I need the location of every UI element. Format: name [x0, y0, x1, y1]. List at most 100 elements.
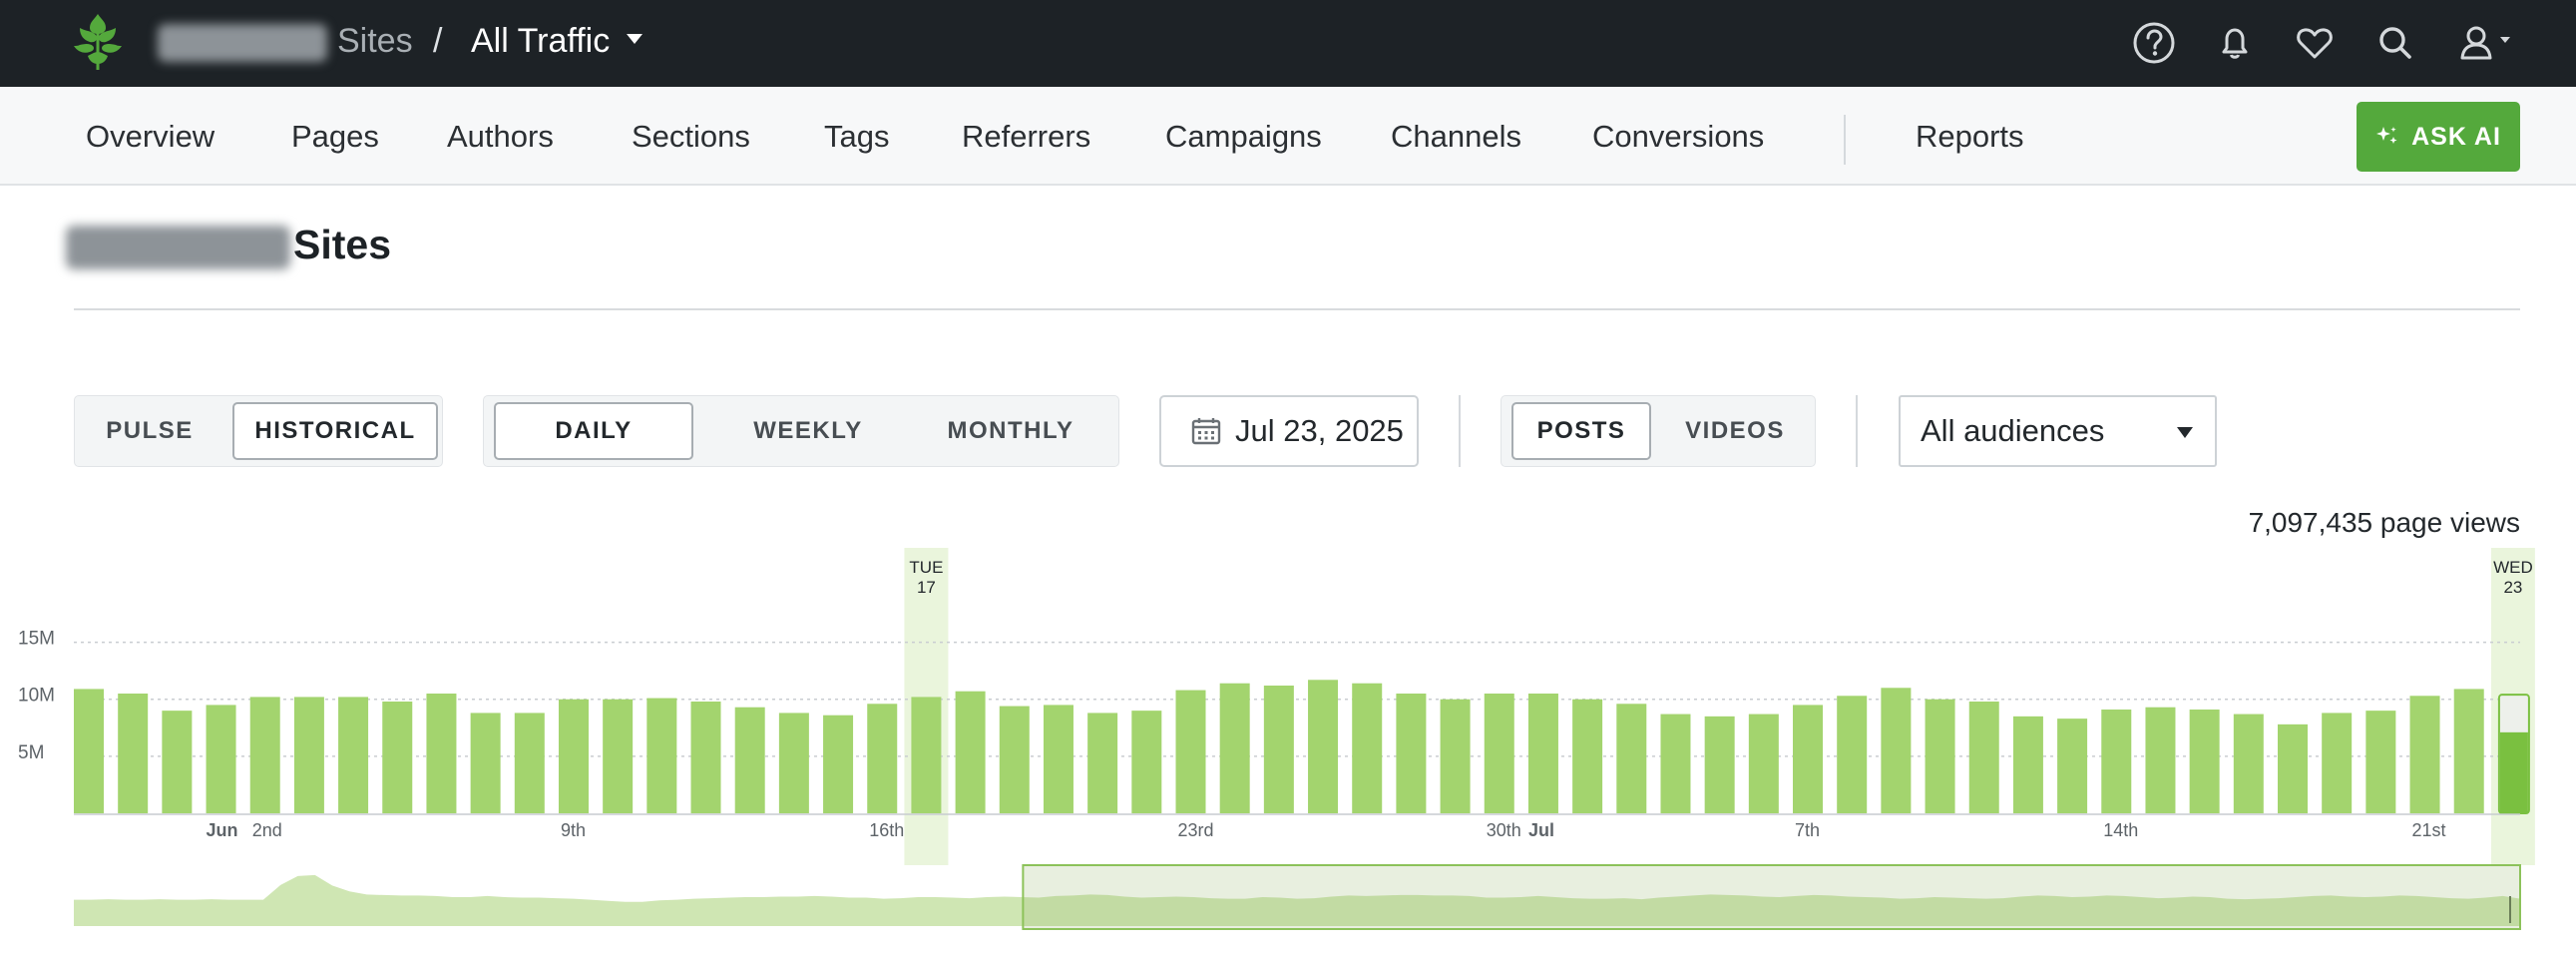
heart-icon[interactable]	[2292, 20, 2338, 66]
bar	[1131, 711, 1162, 813]
bar	[2278, 723, 2308, 813]
bar	[646, 698, 677, 813]
pulse-button[interactable]: PULSE	[106, 417, 194, 444]
bar	[1440, 699, 1471, 813]
bar	[823, 715, 854, 813]
y-tick-label: 5M	[18, 742, 44, 763]
nav-campaigns[interactable]: Campaigns	[1165, 119, 1322, 154]
bar	[1087, 713, 1118, 813]
highlight-date-label: 17	[917, 578, 936, 597]
overview-window	[1022, 864, 2521, 930]
monthly-button[interactable]: MONTHLY	[947, 417, 1074, 444]
bar	[2453, 689, 2484, 813]
x-tick-label: 2nd	[252, 820, 282, 840]
interval-toggle: DAILY WEEKLY MONTHLY	[483, 395, 1119, 467]
help-icon[interactable]	[2131, 20, 2177, 66]
bar	[1968, 702, 1999, 813]
bar	[1219, 683, 1250, 813]
bar	[955, 691, 986, 813]
nav-overview[interactable]: Overview	[86, 119, 215, 154]
chevron-down-icon[interactable]	[627, 34, 643, 44]
user-menu-icon[interactable]	[2454, 20, 2524, 66]
bar	[162, 711, 193, 813]
audience-select[interactable]: All audiences	[1899, 395, 2217, 467]
title-divider	[74, 308, 2520, 310]
calendar-icon	[1191, 418, 1221, 445]
bar	[382, 702, 413, 813]
content-type-toggle: POSTS VIDEOS	[1501, 395, 1816, 467]
bar-current	[2499, 731, 2528, 813]
mode-toggle: PULSE HISTORICAL	[74, 395, 443, 467]
highlight-day-label: WED	[2493, 558, 2533, 577]
daily-button[interactable]: DAILY	[494, 402, 693, 460]
overview-area	[74, 874, 2520, 926]
ask-ai-button[interactable]: ASK AI	[2357, 102, 2520, 172]
nav-conversions[interactable]: Conversions	[1592, 119, 1765, 154]
date-picker[interactable]: Jul 23, 2025	[1159, 395, 1419, 467]
audience-value: All audiences	[1921, 413, 2105, 448]
nav-authors[interactable]: Authors	[447, 119, 554, 154]
historical-button[interactable]: HISTORICAL	[232, 402, 438, 460]
bar	[1704, 716, 1735, 813]
bar	[778, 713, 809, 813]
bar	[470, 713, 501, 813]
highlight-date-label: 23	[2503, 578, 2522, 597]
bar	[1308, 680, 1339, 813]
y-tick-label: 10M	[18, 686, 55, 707]
bar	[1881, 688, 1912, 813]
breadcrumb-all-traffic[interactable]: All Traffic	[471, 22, 611, 60]
x-tick-label: 9th	[561, 820, 586, 840]
bar	[734, 707, 765, 813]
bar	[558, 699, 589, 813]
page-title: Sites	[293, 222, 391, 267]
bar	[2409, 696, 2440, 813]
bar	[2057, 718, 2088, 813]
nav-pages[interactable]: Pages	[291, 119, 379, 154]
posts-button[interactable]: POSTS	[1511, 402, 1651, 460]
bar	[2012, 716, 2043, 813]
bar	[1175, 690, 1206, 813]
parsely-logo-icon[interactable]	[68, 10, 128, 72]
bar	[118, 694, 149, 813]
breadcrumb-sites[interactable]: Sites	[337, 22, 413, 60]
nav-referrers[interactable]: Referrers	[962, 119, 1091, 154]
bar	[74, 689, 104, 813]
bar	[1396, 694, 1427, 813]
nav-tags[interactable]: Tags	[824, 119, 890, 154]
bar	[293, 697, 324, 813]
x-tick-label: 7th	[1795, 820, 1820, 840]
bar	[1352, 683, 1383, 813]
top-bar: Sites / All Traffic	[0, 0, 2576, 87]
x-tick-label: 23rd	[1178, 820, 1214, 840]
bar	[1527, 694, 1558, 813]
bar	[999, 706, 1030, 813]
bar	[1660, 714, 1691, 813]
videos-button[interactable]: VIDEOS	[1685, 417, 1785, 444]
bar	[1793, 705, 1824, 813]
bar	[1263, 686, 1294, 813]
bar	[603, 699, 634, 813]
x-tick-label: 14th	[2103, 820, 2138, 840]
bell-icon[interactable]	[2212, 20, 2258, 66]
nav-channels[interactable]: Channels	[1391, 119, 1521, 154]
bar	[1572, 699, 1603, 813]
nav-divider	[1844, 115, 1846, 165]
bar	[249, 697, 280, 813]
nav-reports[interactable]: Reports	[1916, 119, 2024, 154]
bar	[426, 694, 457, 813]
bar	[2145, 707, 2176, 813]
nav-sections[interactable]: Sections	[632, 119, 750, 154]
search-icon[interactable]	[2372, 20, 2418, 66]
weekly-button[interactable]: WEEKLY	[753, 417, 863, 444]
x-tick-label: 21st	[2412, 820, 2446, 840]
bar	[206, 705, 236, 813]
bar	[911, 697, 942, 813]
bar	[2233, 714, 2264, 813]
redacted-site-name	[158, 24, 327, 62]
bar	[514, 713, 545, 813]
controls-divider	[1459, 395, 1461, 467]
x-tick-label: 30th	[1487, 820, 1521, 840]
bar	[1043, 705, 1073, 813]
redacted-title-prefix	[66, 226, 290, 269]
